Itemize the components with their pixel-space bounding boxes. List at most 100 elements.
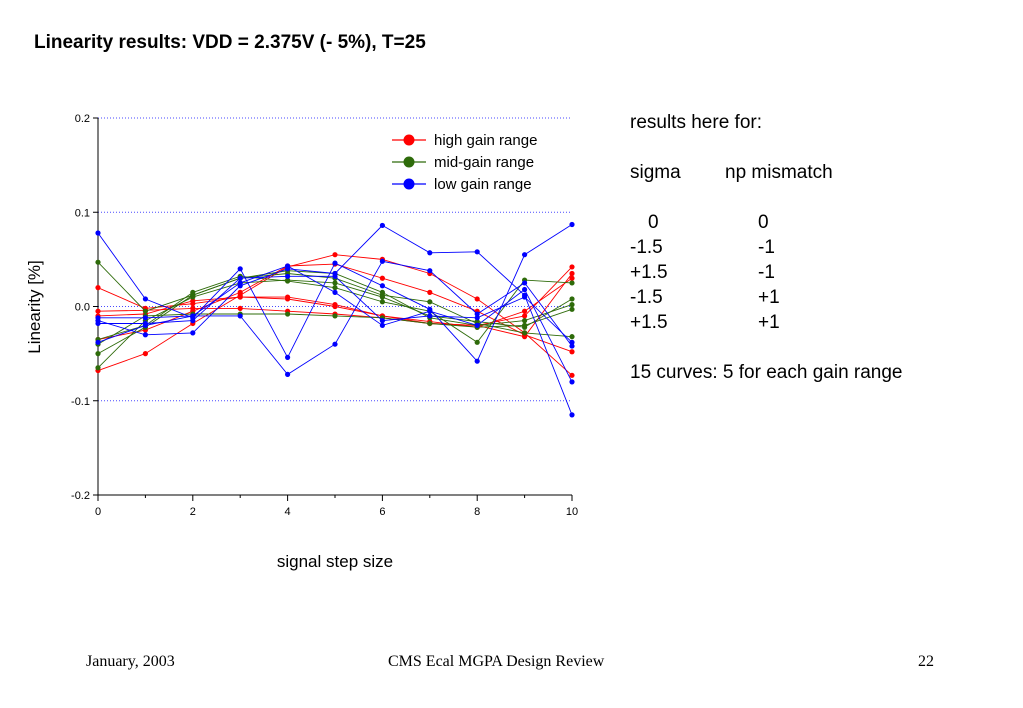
- series-lines: [95, 221, 575, 418]
- data-point: [95, 365, 101, 371]
- np-mismatch-header: np mismatch: [725, 162, 833, 183]
- notes-row: +1.5 +1: [630, 310, 903, 335]
- notes-row: 0 0: [630, 210, 903, 235]
- data-point: [237, 266, 243, 272]
- data-point: [569, 339, 575, 345]
- data-point: [142, 308, 148, 314]
- axes: 0.2 0.1 0.0 -0.1 -0.2 0 2 4 6 8 10: [71, 113, 578, 518]
- data-point: [569, 302, 575, 308]
- y-tick-label: 0.1: [75, 207, 90, 219]
- legend-label: low gain range: [434, 176, 532, 193]
- data-point: [142, 320, 148, 327]
- data-point: [569, 306, 575, 312]
- series-low-12: [95, 263, 575, 385]
- data-point: [285, 296, 291, 302]
- notes-row: -1.5 -1: [630, 235, 903, 260]
- data-point: [142, 332, 148, 338]
- data-point: [379, 289, 385, 295]
- footer-title: CMS Ecal MGPA Design Review: [388, 653, 605, 670]
- data-point: [285, 371, 291, 377]
- data-point: [522, 313, 528, 319]
- x-tick-label: 2: [190, 506, 196, 518]
- data-point: [474, 296, 480, 302]
- data-point: [142, 315, 148, 321]
- data-point: [142, 351, 148, 357]
- data-point: [237, 280, 243, 286]
- page-title: Linearity results: VDD = 2.375V (- 5%), …: [34, 32, 426, 53]
- np-value: -1: [758, 262, 775, 283]
- data-point: [190, 298, 196, 304]
- data-point: [237, 294, 243, 300]
- data-point: [569, 412, 575, 418]
- np-value: -1: [758, 237, 775, 258]
- data-point: [379, 275, 385, 281]
- legend-label: mid-gain range: [434, 154, 534, 171]
- x-axis-label: signal step size: [277, 552, 393, 571]
- page-number: 22: [918, 653, 934, 670]
- data-point: [332, 285, 338, 291]
- chart-svg: 0.2 0.1 0.0 -0.1 -0.2 0 2 4 6 8 10 high gain range…: [25, 113, 578, 571]
- data-point: [332, 303, 338, 310]
- data-point: [569, 280, 575, 286]
- data-point: [285, 273, 291, 279]
- data-point: [427, 289, 433, 295]
- data-point: [427, 313, 433, 319]
- data-point: [474, 249, 480, 255]
- legend-marker: [403, 156, 415, 168]
- data-point: [474, 358, 480, 364]
- data-point: [95, 320, 101, 327]
- np-value: 0: [758, 212, 769, 233]
- legend: high gain range mid-gain range low gain ra…: [392, 132, 537, 193]
- data-point: [569, 379, 575, 385]
- data-point: [569, 275, 575, 281]
- data-point: [569, 270, 575, 277]
- data-point: [474, 315, 480, 321]
- x-tick-label: 8: [474, 506, 480, 518]
- x-tick-label: 6: [379, 506, 385, 518]
- data-point: [569, 221, 575, 228]
- data-point: [427, 308, 433, 314]
- data-point: [522, 318, 528, 324]
- legend-item: low gain range: [392, 176, 532, 193]
- data-point: [569, 349, 575, 355]
- data-point: [379, 283, 385, 289]
- data-point: [190, 313, 196, 319]
- data-point: [95, 230, 101, 236]
- data-point: [569, 343, 575, 349]
- y-tick-label: -0.1: [71, 396, 90, 408]
- data-point: [522, 330, 528, 336]
- notes-row: +1.5 -1: [630, 260, 903, 285]
- data-point: [569, 264, 575, 270]
- data-point: [569, 296, 575, 302]
- data-point: [237, 275, 243, 281]
- data-point: [237, 289, 243, 295]
- legend-item: mid-gain range: [392, 154, 534, 171]
- data-point: [474, 318, 480, 325]
- data-point: [95, 259, 101, 265]
- notes-heading: results here for:: [630, 112, 762, 133]
- data-point: [522, 286, 528, 293]
- data-point: [285, 354, 291, 360]
- y-tick-label: 0.2: [75, 113, 90, 125]
- data-point: [474, 322, 480, 328]
- data-point: [95, 308, 101, 314]
- data-point: [522, 322, 528, 328]
- data-point: [332, 280, 338, 286]
- data-point: [474, 311, 480, 317]
- data-point: [569, 372, 575, 378]
- legend-marker: [403, 178, 415, 190]
- linearity-chart: 0.2 0.1 0.0 -0.1 -0.2 0 2 4 6 8 10 high gain range…: [0, 0, 600, 600]
- sigma-value: -1.5: [630, 287, 663, 308]
- data-point: [379, 222, 385, 229]
- legend-marker: [403, 134, 415, 146]
- data-point: [332, 341, 338, 347]
- data-point: [237, 305, 243, 311]
- notes-panel: results here for: sigma np mismatch 0 0 …: [630, 110, 903, 385]
- x-tick-label: 0: [95, 506, 101, 518]
- data-point: [474, 339, 480, 345]
- data-point: [379, 322, 385, 328]
- data-point: [237, 313, 243, 319]
- data-point: [379, 294, 385, 300]
- data-point: [285, 263, 291, 269]
- np-value: +1: [758, 312, 780, 333]
